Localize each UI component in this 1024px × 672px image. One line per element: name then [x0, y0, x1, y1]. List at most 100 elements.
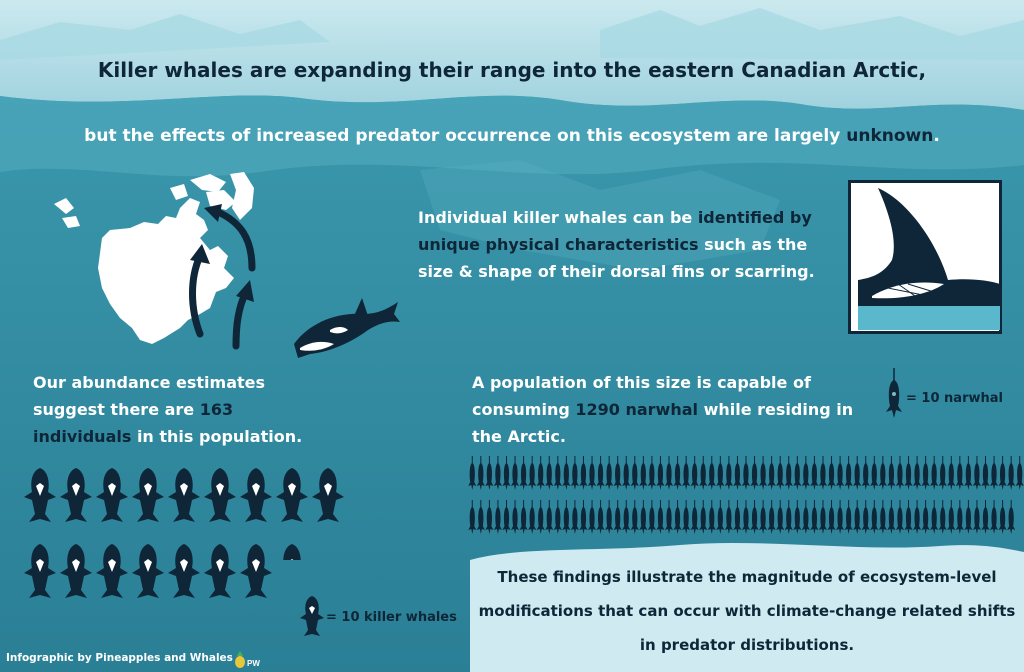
killer-whale-icon: [240, 468, 272, 522]
abund-part1: Our abundance estimates suggest there ar…: [33, 373, 266, 419]
killer-whale-legend-icon: [300, 596, 324, 636]
narwhal-icon: [861, 456, 870, 490]
narwhal-icon: [485, 500, 494, 534]
north-america-map-icon: [54, 172, 256, 350]
narwhal-icon: [784, 456, 793, 490]
narwhal-icon: [476, 500, 485, 534]
narwhal-icon: [716, 456, 725, 490]
narwhal-icon: [562, 456, 571, 490]
narwhal-icon: [930, 500, 939, 534]
killer-whale-icon: [60, 544, 92, 598]
killer-whale-icon: [132, 544, 164, 598]
narwhal-icon: [502, 500, 511, 534]
narwhal-icon: [536, 456, 545, 490]
narwhal-icon: [476, 456, 485, 490]
narwhal-icon: [836, 456, 845, 490]
narwhal-icon: [921, 456, 930, 490]
narwhal-icon: [511, 456, 520, 490]
narwhal-icon: [836, 500, 845, 534]
narwhal-icon: [767, 500, 776, 534]
narwhal-icon: [784, 500, 793, 534]
iceberg-left: [0, 14, 330, 60]
killer-whale-icon: [204, 544, 236, 598]
narwhal-icon: [665, 456, 674, 490]
narwhal-icon: [947, 456, 956, 490]
abund-individuals: individuals: [33, 427, 132, 446]
narwhal-icon: [553, 500, 562, 534]
narwhal-icon: [878, 500, 887, 534]
narwhal-icon: [981, 456, 990, 490]
narwhal-grid: [468, 456, 1024, 534]
identification-text: Individual killer whales can be identifi…: [418, 204, 838, 285]
narwhal-icon: [887, 456, 896, 490]
killer-whale-icon: [276, 468, 308, 522]
ident-part2: such as the size & shape of their dorsal…: [418, 235, 815, 281]
dorsal-fin-photo-icon: [848, 180, 1002, 334]
narwhal-icon: [682, 456, 691, 490]
abundance-text: Our abundance estimates suggest there ar…: [33, 369, 333, 450]
narwhal-icon: [673, 500, 682, 534]
narwhal-icon: [870, 500, 879, 534]
cons-highlight: 1290 narwhal: [575, 400, 698, 419]
narwhal-icon: [690, 500, 699, 534]
narwhal-icon: [519, 456, 528, 490]
narwhal-icon: [955, 500, 964, 534]
narwhal-icon: [742, 456, 750, 490]
cons-part2: while residing in the Arctic.: [472, 400, 854, 446]
narwhal-icon: [844, 500, 853, 534]
narwhal-icon: [724, 456, 733, 490]
narwhal-icon: [759, 456, 768, 490]
ident-part1: Individual killer whales can be: [418, 208, 698, 227]
narwhal-icon: [964, 456, 973, 490]
narwhal-icon: [570, 500, 579, 534]
arrow-icon-3: [214, 208, 256, 272]
killer-whale-icon: [24, 544, 56, 598]
narwhal-icon: [818, 456, 827, 490]
narwhal-icon: [947, 500, 956, 534]
narwhal-icon: [596, 456, 605, 490]
iceberg-right: [600, 8, 1024, 60]
subheadline: but the effects of increased predator oc…: [0, 126, 1024, 146]
killer-whale-icon: [240, 544, 272, 598]
narwhal-icon: [630, 456, 639, 490]
narwhal-icon: [613, 500, 622, 534]
arrow-icon: [189, 252, 204, 338]
consumption-text: A population of this size is capable of …: [472, 369, 872, 450]
narwhal-icon: [990, 456, 999, 490]
narwhal-icon: [570, 456, 579, 490]
narwhal-icon: [861, 500, 870, 534]
narwhal-icon: [545, 500, 554, 534]
killer-whale-icon: [60, 468, 92, 522]
narwhal-icon: [853, 456, 862, 490]
narwhal-icon: [998, 456, 1007, 490]
narwhal-icon: [818, 500, 827, 534]
killer-whale-icon: [312, 468, 344, 522]
narwhal-icon: [930, 456, 939, 490]
killer-whale-icon: [294, 298, 400, 358]
narwhal-icon: [827, 500, 836, 534]
narwhal-icon: [904, 500, 913, 534]
abund-part2: in this population.: [131, 427, 303, 446]
narwhal-icon: [553, 456, 562, 490]
narwhal-icon: [528, 500, 537, 534]
narwhal-icon: [605, 500, 614, 534]
killer-whale-icon: [24, 468, 56, 522]
narwhal-icon: [682, 500, 691, 534]
narwhal-icon: [955, 456, 964, 490]
killer-whale-partial-icon: [283, 544, 301, 560]
narwhal-icon: [622, 500, 631, 534]
narwhal-icon: [733, 456, 742, 490]
cons-part1: A population of this size is capable of …: [472, 373, 811, 419]
narwhal-icon: [801, 500, 810, 534]
narwhal-icon: [519, 500, 528, 534]
narwhal-icon: [588, 500, 597, 534]
killer-whale-icon: [132, 468, 164, 522]
findings-floe: [470, 542, 1024, 672]
narwhal-icon: [588, 456, 597, 490]
killer-whale-legend: = 10 killer whales: [326, 610, 457, 625]
narwhal-icon: [699, 500, 708, 534]
subline-highlight: unknown: [846, 126, 934, 146]
narwhal-icon: [853, 500, 862, 534]
narwhal-icon: [511, 500, 520, 534]
